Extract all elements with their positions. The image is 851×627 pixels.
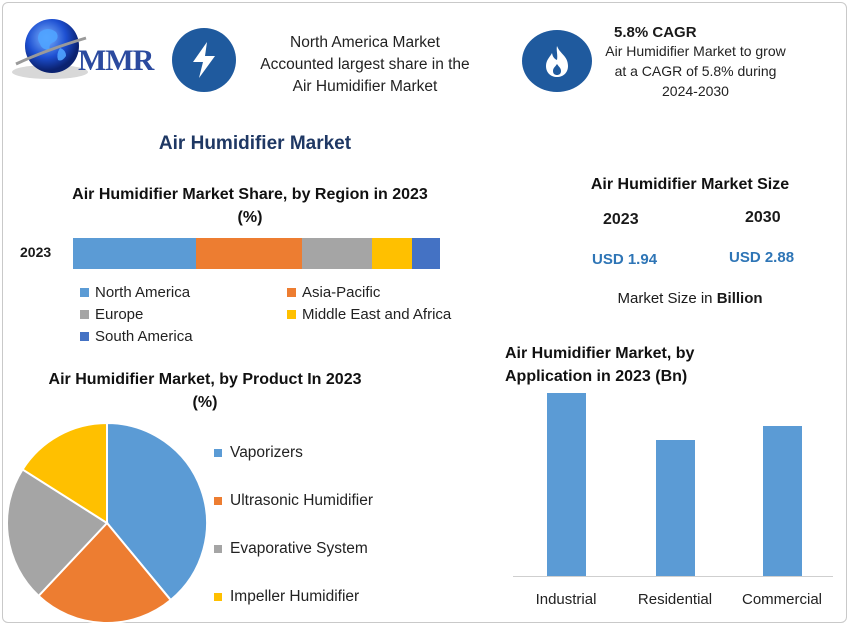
legend-swatch xyxy=(287,288,296,297)
main-title: Air Humidifier Market xyxy=(158,133,352,154)
application-x-axis xyxy=(513,576,833,577)
cagr-line-3: 2024-2030 xyxy=(662,83,729,99)
flame-icon xyxy=(546,46,568,77)
legend-label: Vaporizers xyxy=(230,444,303,461)
legend-swatch xyxy=(80,288,89,297)
legend-swatch xyxy=(80,310,89,319)
cagr-block: 5.8% CAGR Air Humidifier Market to grow … xyxy=(588,24,803,101)
application-category-label: Commercial xyxy=(741,591,822,608)
region-chart-title: Air Humidifier Market Share, by Region i… xyxy=(72,186,428,226)
region-legend-item: North America xyxy=(80,284,190,301)
cagr-title: 5.8% CAGR xyxy=(614,24,697,41)
legend-swatch xyxy=(214,497,222,505)
legend-label: North America xyxy=(95,284,191,301)
logo-text: MMR xyxy=(78,44,154,77)
application-bar-commercial xyxy=(762,426,802,576)
info-line-1: North America Market xyxy=(290,34,440,51)
application-bar-residential xyxy=(655,439,695,576)
cagr-line-2: at a CAGR of 5.8% during xyxy=(614,63,777,79)
legend-swatch xyxy=(214,449,222,457)
legend-label: Middle East and Africa xyxy=(302,306,452,323)
legend-swatch xyxy=(287,310,296,319)
legend-label: Ultrasonic Humidifier xyxy=(230,492,373,509)
region-legend-item: Asia-Pacific xyxy=(287,284,380,301)
legend-swatch xyxy=(214,545,222,553)
region-legend-item: Europe xyxy=(80,306,143,323)
cagr-line-1: Air Humidifier Market to grow xyxy=(605,43,786,59)
legend-label: South America xyxy=(95,328,193,345)
lightning-badge xyxy=(172,28,236,92)
mmr-logo: MMR xyxy=(10,14,170,84)
region-legend-item: Middle East and Africa xyxy=(287,306,451,323)
market-size-title: Air Humidifier Market Size xyxy=(590,176,790,193)
north-america-info: North America Market Accounted largest s… xyxy=(245,32,485,98)
note-unit: Billion xyxy=(716,290,763,307)
info-line-2: Accounted largest share in the xyxy=(260,56,470,73)
region-bar-segment-south-america xyxy=(412,238,440,269)
legend-swatch xyxy=(80,332,89,341)
size-year-2030: 2030 xyxy=(745,209,781,226)
legend-label: Asia-Pacific xyxy=(302,284,381,301)
legend-swatch xyxy=(214,593,222,601)
region-stacked-bar xyxy=(73,238,440,269)
size-value-2030: USD 2.88 xyxy=(729,249,795,266)
application-category-label: Residential xyxy=(637,591,713,608)
region-year-label: 2023 xyxy=(20,244,52,260)
size-value-2023: USD 1.94 xyxy=(592,251,658,268)
product-legend-item: Ultrasonic Humidifier xyxy=(214,492,373,510)
legend-label: Europe xyxy=(95,306,144,323)
lightning-icon xyxy=(193,42,215,78)
market-size-note: Market Size in Billion xyxy=(560,290,820,307)
legend-label: Evaporative System xyxy=(230,540,368,557)
note-prefix: Market Size in xyxy=(617,290,717,307)
product-legend-item: Impeller Humidifier xyxy=(214,588,359,606)
region-bar-segment-asia-pacific xyxy=(195,238,303,269)
legend-label: Impeller Humidifier xyxy=(230,588,360,605)
region-bar-segment-middle-east-and-africa xyxy=(372,238,413,269)
region-bar-segment-europe xyxy=(302,238,373,269)
info-line-3: Air Humidifier Market xyxy=(292,78,438,95)
flame-badge xyxy=(522,30,592,92)
region-legend-item: South America xyxy=(80,328,193,345)
application-category-label: Industrial xyxy=(535,591,597,608)
region-bar-segment-north-america xyxy=(73,238,196,269)
pie-slice-evaporative-system xyxy=(6,468,109,598)
product-legend-item: Vaporizers xyxy=(214,444,303,462)
pie-slice-ultrasonic-humidifier xyxy=(37,521,173,624)
size-year-2023: 2023 xyxy=(603,211,639,228)
application-bar-industrial xyxy=(546,392,586,576)
pie-slice-impeller-humidifier xyxy=(21,421,108,525)
pie-slice-vaporizers xyxy=(106,421,208,602)
application-chart-title: Air Humidifier Market, by Application in… xyxy=(505,345,695,385)
globe-icon xyxy=(12,19,88,79)
product-legend-item: Evaporative System xyxy=(214,540,368,558)
product-pie-chart xyxy=(6,421,208,624)
product-chart-title: Air Humidifier Market, by Product In 202… xyxy=(48,371,362,411)
